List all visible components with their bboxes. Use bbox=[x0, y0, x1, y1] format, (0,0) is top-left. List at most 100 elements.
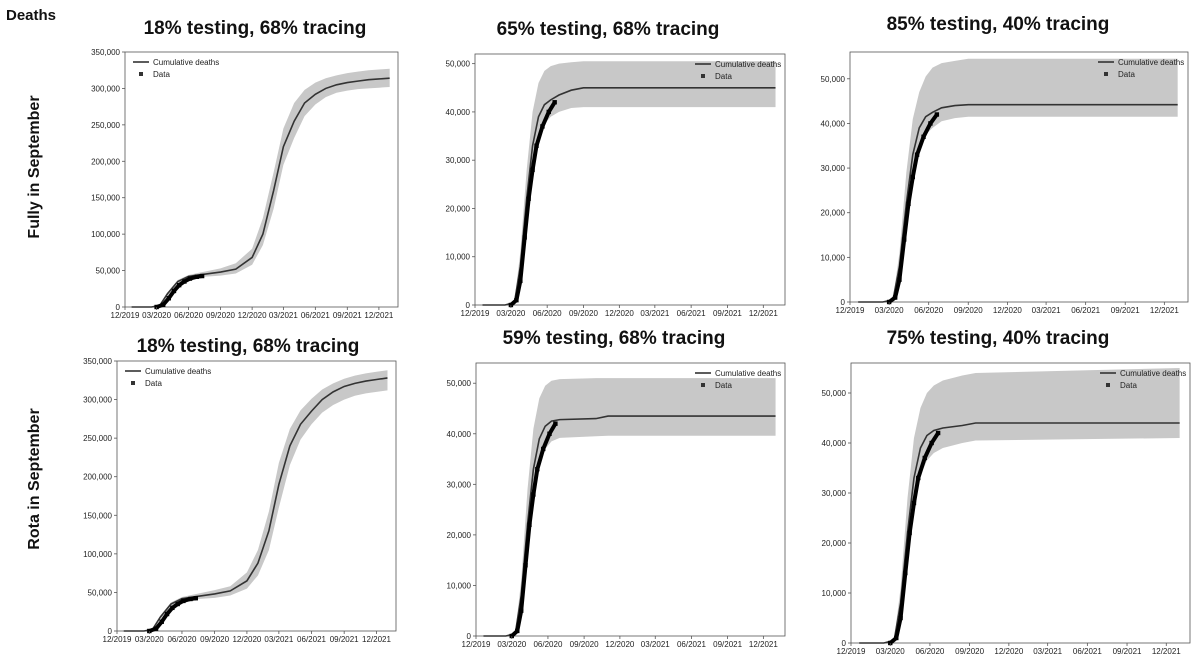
chart-title: 85% testing, 40% tracing bbox=[886, 14, 1110, 35]
series-line-data bbox=[887, 113, 939, 304]
y-tick-label: 20,000 bbox=[821, 209, 846, 218]
y-tick-label: 0 bbox=[116, 303, 121, 312]
x-tick-label: 12/2021 bbox=[749, 640, 778, 649]
legend-label: Cumulative deaths bbox=[145, 367, 211, 376]
x-tick-label: 03/2021 bbox=[264, 635, 293, 644]
y-tick-label: 10,000 bbox=[822, 589, 847, 598]
legend-label: Cumulative deaths bbox=[1120, 369, 1186, 378]
deaths-header: Deaths bbox=[6, 7, 57, 24]
y-tick-label: 0 bbox=[842, 639, 847, 648]
y-tick-label: 200,000 bbox=[83, 473, 112, 482]
x-tick-label: 12/2020 bbox=[232, 635, 261, 644]
x-tick-label: 09/2021 bbox=[713, 309, 742, 318]
y-tick-label: 0 bbox=[466, 301, 471, 310]
y-tick-label: 30,000 bbox=[821, 164, 846, 173]
x-tick-label: 12/2021 bbox=[1150, 306, 1179, 315]
y-tick-label: 30,000 bbox=[446, 156, 471, 165]
y-tick-label: 10,000 bbox=[447, 581, 472, 590]
y-tick-label: 50,000 bbox=[446, 60, 471, 69]
legend-label: Cumulative deaths bbox=[715, 60, 781, 69]
y-tick-label: 150,000 bbox=[91, 194, 120, 203]
legend-label: Data bbox=[145, 379, 162, 388]
legend-marker-icon bbox=[701, 74, 705, 78]
y-tick-label: 40,000 bbox=[821, 119, 846, 128]
chart-title: 59% testing, 68% tracing bbox=[502, 328, 726, 349]
x-tick-label: 03/2020 bbox=[135, 635, 164, 644]
legend-marker-icon bbox=[701, 383, 705, 387]
y-tick-label: 300,000 bbox=[83, 396, 112, 405]
plot-frame bbox=[116, 360, 397, 632]
legend-marker-icon bbox=[1104, 72, 1108, 76]
x-tick-label: 09/2020 bbox=[954, 306, 983, 315]
y-tick-label: 10,000 bbox=[446, 253, 471, 262]
legend-label: Data bbox=[715, 381, 732, 390]
y-tick-label: 300,000 bbox=[91, 84, 120, 93]
legend-label: Data bbox=[715, 72, 732, 81]
y-tick-label: 40,000 bbox=[822, 439, 847, 448]
y-tick-label: 40,000 bbox=[447, 430, 472, 439]
x-tick-label: 06/2021 bbox=[677, 309, 706, 318]
legend-label: Data bbox=[1118, 70, 1135, 79]
y-tick-label: 30,000 bbox=[447, 480, 472, 489]
legend-label: Cumulative deaths bbox=[153, 58, 219, 67]
y-tick-label: 0 bbox=[108, 627, 113, 636]
legend-label: Data bbox=[1120, 381, 1137, 390]
x-tick-label: 09/2021 bbox=[1111, 306, 1140, 315]
x-tick-label: 03/2021 bbox=[1032, 306, 1061, 315]
x-tick-label: 12/2019 bbox=[111, 311, 140, 320]
series-line-cumulative-deaths bbox=[123, 377, 388, 632]
x-tick-label: 12/2019 bbox=[836, 306, 865, 315]
x-tick-label: 03/2021 bbox=[640, 309, 669, 318]
x-tick-label: 12/2020 bbox=[605, 309, 634, 318]
x-tick-label: 03/2021 bbox=[1033, 647, 1062, 656]
x-tick-label: 06/2021 bbox=[297, 635, 326, 644]
x-tick-label: 03/2020 bbox=[496, 309, 525, 318]
y-tick-label: 50,000 bbox=[821, 75, 846, 84]
y-tick-label: 100,000 bbox=[91, 230, 120, 239]
legend-marker-icon bbox=[1106, 383, 1110, 387]
x-tick-label: 09/2021 bbox=[713, 640, 742, 649]
x-tick-label: 03/2020 bbox=[875, 306, 904, 315]
x-tick-label: 12/2020 bbox=[993, 306, 1022, 315]
x-tick-label: 03/2021 bbox=[269, 311, 298, 320]
x-tick-label: 12/2020 bbox=[605, 640, 634, 649]
y-tick-label: 20,000 bbox=[822, 539, 847, 548]
chart-title: 18% testing, 68% tracing bbox=[143, 18, 367, 39]
x-tick-label: 06/2021 bbox=[677, 640, 706, 649]
uncertainty-band bbox=[858, 58, 1178, 303]
x-tick-label: 09/2021 bbox=[330, 635, 359, 644]
x-tick-label: 06/2021 bbox=[1071, 306, 1100, 315]
x-tick-label: 03/2020 bbox=[876, 647, 905, 656]
x-tick-label: 06/2020 bbox=[167, 635, 196, 644]
x-tick-label: 12/2019 bbox=[837, 647, 866, 656]
x-tick-label: 09/2020 bbox=[569, 309, 598, 318]
x-tick-label: 12/2020 bbox=[994, 647, 1023, 656]
uncertainty-band bbox=[482, 61, 776, 305]
series-line-data bbox=[888, 431, 940, 645]
chart-title: 65% testing, 68% tracing bbox=[496, 19, 720, 40]
y-tick-label: 250,000 bbox=[91, 121, 120, 130]
x-tick-label: 06/2020 bbox=[533, 309, 562, 318]
x-tick-label: 12/2021 bbox=[364, 311, 393, 320]
chart-title: 18% testing, 68% tracing bbox=[136, 336, 360, 357]
data-point bbox=[552, 100, 557, 105]
series-line-data bbox=[509, 101, 557, 307]
series-line-cumulative-deaths bbox=[131, 77, 390, 308]
x-tick-label: 12/2021 bbox=[362, 635, 391, 644]
x-tick-label: 12/2020 bbox=[238, 311, 267, 320]
series-line-data bbox=[510, 422, 558, 638]
y-tick-label: 250,000 bbox=[83, 434, 112, 443]
y-tick-label: 40,000 bbox=[446, 108, 471, 117]
x-tick-label: 12/2021 bbox=[1152, 647, 1181, 656]
chart-title: 75% testing, 40% tracing bbox=[886, 328, 1110, 349]
y-tick-label: 100,000 bbox=[83, 550, 112, 559]
x-tick-label: 06/2021 bbox=[301, 311, 330, 320]
y-tick-label: 50,000 bbox=[822, 389, 847, 398]
y-tick-label: 350,000 bbox=[91, 48, 120, 57]
x-tick-label: 03/2021 bbox=[641, 640, 670, 649]
x-tick-label: 03/2020 bbox=[142, 311, 171, 320]
y-tick-label: 50,000 bbox=[96, 267, 121, 276]
